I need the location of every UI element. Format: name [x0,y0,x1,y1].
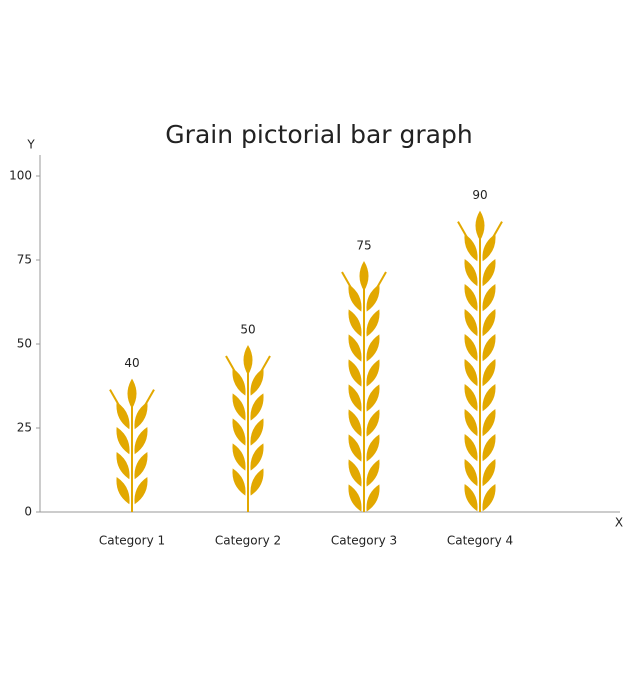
leaf [134,427,148,455]
leaf [348,434,362,462]
value-label: 40 [124,356,139,370]
leaf [348,384,362,412]
leaf [482,459,496,487]
leaf [366,284,380,312]
leaf [348,484,362,512]
leaf [116,452,130,480]
leaf [134,477,148,505]
value-label: 90 [472,188,487,202]
leaf [482,434,496,462]
x-tick-label: Category 4 [447,534,513,548]
leaf [232,368,246,396]
leaf [464,409,478,437]
value-label: 75 [356,239,371,253]
leaf [482,409,496,437]
leaf [366,334,380,362]
leaf [232,443,246,471]
leaf [482,334,496,362]
leaf [250,418,264,446]
leaf [127,378,137,409]
x-tick-label: Category 1 [99,534,165,548]
x-axis-label: X [615,516,623,530]
grain-bar [341,261,387,512]
leaf [475,210,485,241]
leaf [482,384,496,412]
leaf [348,359,362,387]
leaf [348,409,362,437]
leaf [250,368,264,396]
leaf [366,434,380,462]
leaf [359,261,369,291]
leaf [464,259,478,287]
leaf [116,402,130,430]
leaf [464,309,478,337]
y-tick-label: 75 [17,253,32,267]
y-tick-label: 50 [17,337,32,351]
chart-title: Grain pictorial bar graph [165,120,472,149]
leaf [134,402,148,430]
leaf [243,345,253,375]
x-tick-label: Category 3 [331,534,397,548]
leaf [464,234,478,262]
leaf [464,484,478,512]
leaf [134,452,148,480]
leaf [250,393,264,421]
leaf [464,284,478,312]
value-label: 50 [240,323,255,337]
leaf [250,468,264,496]
x-tick-label: Category 2 [215,534,281,548]
grain-bar [225,345,271,512]
leaf [366,359,380,387]
leaf [482,309,496,337]
y-tick-label: 0 [24,505,32,519]
leaf [232,393,246,421]
grain-bar [457,210,503,512]
leaf [482,284,496,312]
leaf [366,409,380,437]
leaf [250,443,264,471]
leaf [366,484,380,512]
y-tick-label: 100 [9,169,32,183]
leaf [464,434,478,462]
leaf [366,384,380,412]
leaf [232,468,246,496]
leaf [464,459,478,487]
leaf [464,359,478,387]
leaf [348,334,362,362]
leaf [348,309,362,337]
leaf [464,384,478,412]
leaf [482,259,496,287]
leaf [482,359,496,387]
leaf [232,418,246,446]
leaf [116,477,130,505]
leaf [366,309,380,337]
leaf [366,459,380,487]
leaf [348,459,362,487]
leaf [482,484,496,512]
y-axis-label: Y [26,138,35,152]
grain-bar [109,378,155,512]
leaf [464,334,478,362]
y-tick-label: 25 [17,421,32,435]
leaf [482,234,496,262]
leaf [116,427,130,455]
leaf [348,284,362,312]
